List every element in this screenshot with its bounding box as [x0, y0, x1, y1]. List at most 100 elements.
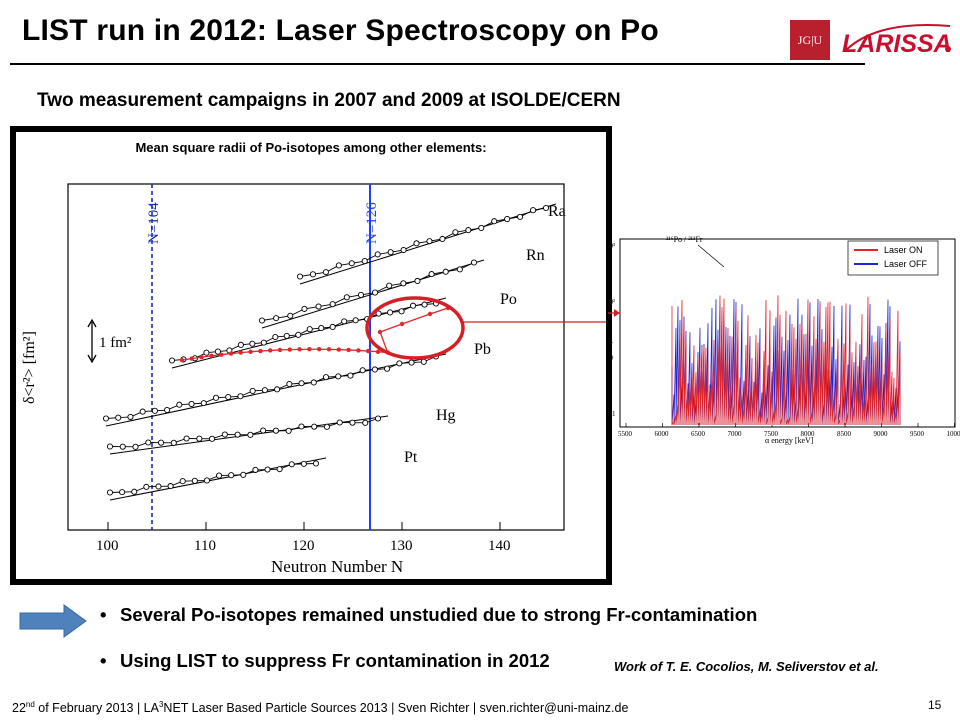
- isotope-point: [352, 317, 359, 324]
- isotope-point: [200, 400, 207, 407]
- isotope-point: [296, 273, 304, 280]
- isotope-point: [119, 443, 126, 450]
- isotope-point: [322, 374, 330, 381]
- isotope-point: [272, 333, 279, 341]
- isotope-point: [374, 251, 381, 258]
- isotope-point: [203, 477, 210, 484]
- element-label: Hg: [436, 407, 456, 424]
- isotope-point: [234, 431, 241, 438]
- isotope-point: [167, 483, 174, 490]
- spec-y-tick-label: 1: [612, 410, 616, 418]
- x-tick-label: 100: [96, 538, 119, 554]
- isotope-point: [306, 326, 313, 333]
- isotope-chain: [109, 463, 317, 493]
- po-point: [248, 349, 253, 354]
- po-point: [287, 347, 292, 352]
- trend-line: [299, 203, 557, 285]
- isotope-point: [127, 413, 134, 420]
- isotope-point: [442, 268, 449, 275]
- isotope-point: [264, 466, 271, 473]
- isotope-chain: [171, 303, 437, 361]
- po-point: [346, 347, 351, 353]
- spec-x-tick-label: 8500: [837, 430, 852, 438]
- isotope-point: [301, 305, 308, 312]
- spec-x-tick-label: 6500: [691, 430, 706, 438]
- isotope-point: [115, 414, 122, 421]
- isotope-point: [414, 277, 421, 285]
- isotope-point: [426, 238, 433, 245]
- po-point: [307, 347, 312, 352]
- isotope-point: [359, 367, 366, 374]
- spec-x-tick-label: 6000: [655, 430, 670, 438]
- element-label: Rn: [526, 247, 545, 264]
- isotope-point: [283, 332, 290, 339]
- isotope-point: [315, 303, 322, 310]
- isotope-point: [343, 294, 350, 301]
- po-point: [377, 329, 383, 335]
- isotope-point: [470, 259, 478, 266]
- y-axis-label: δ<r²> [fm²]: [21, 331, 38, 404]
- isotope-point: [400, 280, 407, 287]
- isotope-point: [421, 301, 428, 308]
- isotope-point: [400, 246, 407, 254]
- spec-legend-box: [847, 240, 939, 276]
- spec-annotation-pointer: [697, 244, 725, 268]
- isotope-point: [465, 227, 472, 234]
- isotope-point: [119, 489, 126, 496]
- isotope-point: [225, 393, 232, 401]
- isotope-point: [106, 489, 114, 496]
- spec-y-tick-label: 10: [606, 354, 614, 362]
- larissa-logo: LARISSA: [842, 24, 952, 58]
- isotope-point: [329, 301, 336, 308]
- isotope-point: [102, 415, 110, 422]
- isotope-point: [371, 366, 378, 373]
- isotope-point: [249, 387, 256, 394]
- isotope-point: [312, 460, 320, 467]
- isotope-point: [216, 472, 223, 479]
- po-point: [399, 321, 405, 327]
- po-point: [238, 350, 243, 355]
- isotope-chain: [105, 356, 437, 419]
- isotope-point: [361, 258, 368, 265]
- isotope-point: [287, 312, 294, 319]
- isotope-point: [336, 419, 343, 426]
- po-point: [336, 347, 341, 352]
- isotope-point: [295, 331, 302, 338]
- po-point: [297, 347, 302, 352]
- isotope-point: [329, 323, 336, 331]
- isotope-point: [168, 357, 176, 364]
- isotope-point: [260, 339, 267, 346]
- spec-x-tick-label: 5500: [618, 430, 633, 438]
- po-point: [366, 348, 371, 354]
- element-label: Pt: [404, 449, 418, 466]
- po-point: [209, 353, 214, 359]
- isotope-point: [247, 431, 254, 438]
- isotope-point: [237, 341, 244, 348]
- isotope-point: [212, 394, 220, 401]
- isotope-point: [221, 431, 228, 438]
- spec-x-tick-label: 7500: [764, 430, 779, 438]
- bullet-text: Using LIST to suppress Fr contamination …: [120, 650, 550, 671]
- isotope-point: [420, 358, 427, 365]
- isotope-point: [164, 406, 171, 414]
- po-point: [179, 357, 185, 363]
- po-point: [258, 348, 263, 354]
- isotope-point: [131, 488, 138, 495]
- isotope-point: [318, 325, 325, 332]
- spectrum-trace: [671, 295, 901, 426]
- isotope-point: [143, 483, 150, 490]
- isotope-point: [413, 240, 420, 247]
- isotope-point: [298, 380, 305, 387]
- element-label: Po: [500, 291, 517, 308]
- isotope-point: [428, 271, 435, 278]
- x-tick-label: 130: [390, 538, 413, 554]
- isotope-point: [311, 423, 318, 430]
- isotope-point: [384, 365, 391, 372]
- isotope-point: [387, 309, 394, 316]
- highlight-ellipse: [365, 296, 465, 360]
- isotope-point: [504, 216, 511, 223]
- isotope-point: [228, 472, 235, 479]
- isotope-point: [517, 213, 524, 220]
- isotope-point: [203, 349, 210, 356]
- footer: 22nd of February 2013 | LA3NET Laser Bas…: [12, 700, 629, 716]
